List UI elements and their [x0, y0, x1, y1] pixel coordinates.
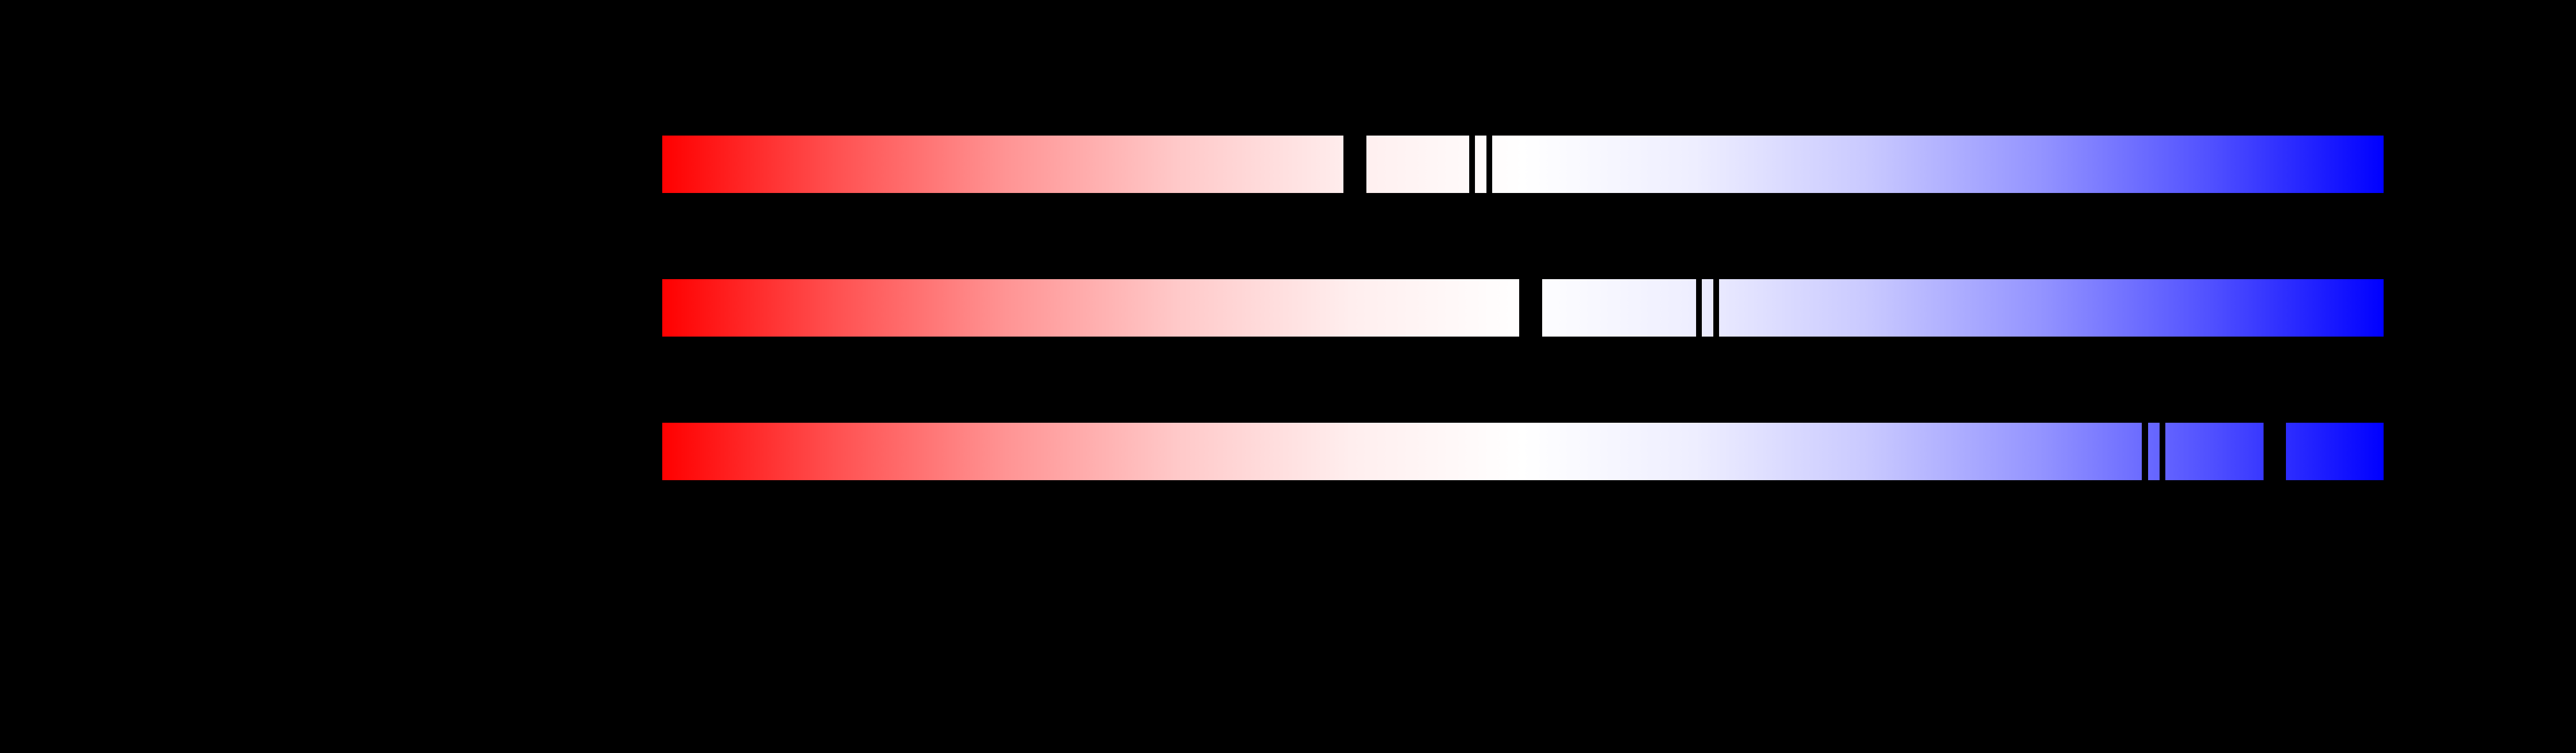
- absorption-line-thin: [2142, 422, 2148, 481]
- absorption-line-thick: [1519, 279, 1542, 337]
- spectrum-bar-1: [662, 135, 2384, 194]
- spectrum-bar-3: [662, 422, 2384, 481]
- absorption-line-thick: [2264, 422, 2286, 481]
- absorption-line-thick: [1343, 135, 1366, 194]
- absorption-line-thin: [2160, 422, 2165, 481]
- absorption-line-thin: [1696, 279, 1702, 337]
- absorption-line-thin: [1469, 135, 1475, 194]
- absorption-line-thin: [1713, 279, 1719, 337]
- absorption-line-thin: [1486, 135, 1492, 194]
- spectrum-bar-2: [662, 279, 2384, 337]
